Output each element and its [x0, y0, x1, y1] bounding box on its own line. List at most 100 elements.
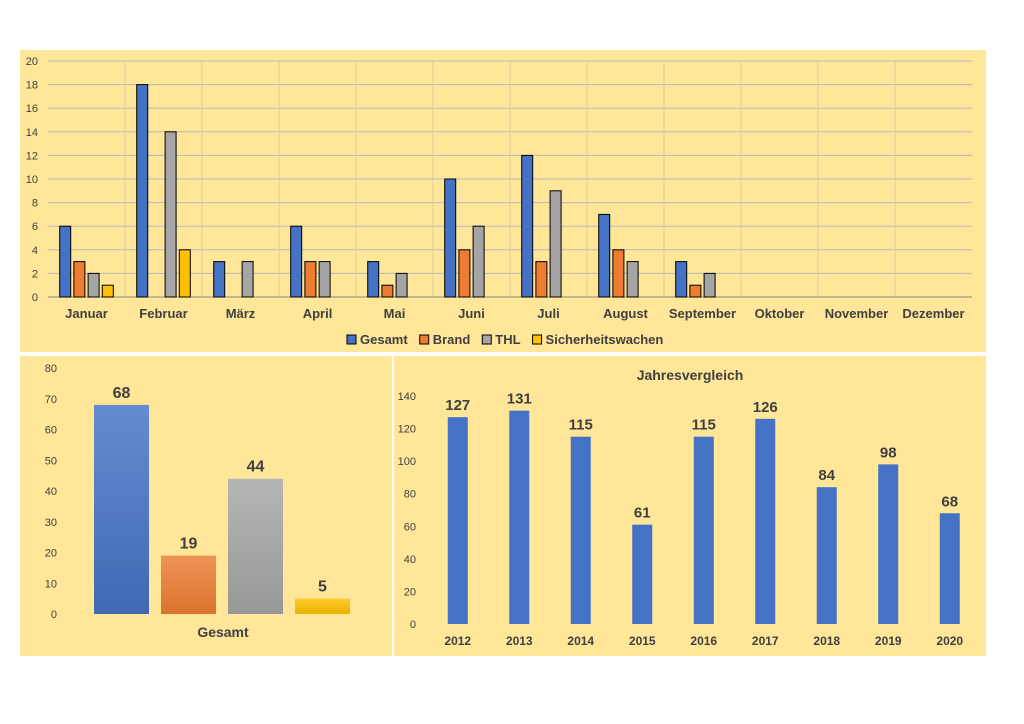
bar-year-2015 — [632, 524, 653, 624]
bar-gesamt-september — [675, 261, 688, 298]
x-tick-label: Februar — [139, 306, 187, 321]
bar-sicherheitswachen-januar — [101, 284, 114, 298]
x-tick-label: Juli — [537, 306, 559, 321]
x-tick-label: September — [669, 306, 736, 321]
y-tick-label: 0 — [51, 609, 57, 621]
y-tick-label: 50 — [45, 455, 57, 467]
y-tick-label: 60 — [45, 425, 57, 437]
data-label: 127 — [445, 397, 470, 414]
x-tick-label: März — [226, 306, 256, 321]
bar-brand-september — [689, 284, 702, 298]
data-label: 126 — [753, 399, 778, 416]
y-tick-label: 40 — [45, 486, 57, 498]
bar-total-0 — [94, 404, 149, 614]
x-tick-label: 2012 — [444, 634, 471, 648]
bar-thl-m-rz — [241, 261, 254, 298]
x-tick-label: April — [303, 306, 333, 321]
data-label: 115 — [569, 417, 593, 434]
y-tick-label: 80 — [404, 489, 416, 501]
bar-thl-september — [703, 272, 716, 298]
y-tick-label: 40 — [404, 554, 416, 566]
bar-year-2018 — [816, 487, 837, 624]
bar-thl-april — [318, 261, 331, 298]
x-tick-label: Gesamt — [197, 624, 249, 640]
y-tick-label: 16 — [26, 103, 38, 115]
bar-brand-august — [612, 249, 625, 298]
bar-year-2013 — [509, 410, 530, 624]
x-tick-label: 2019 — [875, 634, 902, 648]
data-label: 84 — [818, 467, 835, 484]
bar-thl-mai — [395, 272, 408, 298]
data-label: 5 — [318, 579, 327, 596]
legend-swatch-brand — [419, 334, 430, 345]
x-tick-label: 2015 — [629, 634, 656, 648]
legend-swatch-gesamt — [346, 334, 357, 345]
bar-year-2017 — [755, 418, 776, 624]
y-tick-label: 140 — [398, 391, 416, 403]
x-tick-label: Oktober — [755, 306, 805, 321]
bar-gesamt-august — [598, 213, 611, 298]
bar-total-3 — [295, 598, 350, 614]
x-tick-label: 2014 — [567, 634, 594, 648]
bar-brand-januar — [73, 261, 86, 298]
legend-label-thl: THL — [495, 332, 520, 347]
bar-thl-juni — [472, 225, 485, 298]
x-tick-label: Dezember — [902, 306, 964, 321]
data-label: 61 — [634, 505, 651, 522]
y-tick-label: 6 — [32, 221, 38, 233]
monthly-chart: 0 2 4 6 8 10 12 14 16 18 20 Januar Februar März April M… — [26, 56, 972, 347]
bar-year-2012 — [447, 417, 468, 624]
x-tick-label: 2013 — [506, 634, 533, 648]
bar-brand-april — [304, 261, 317, 298]
data-label: 131 — [507, 391, 532, 408]
data-label: 68 — [941, 493, 958, 510]
bar-gesamt-januar — [59, 225, 72, 298]
x-tick-label: 2016 — [690, 634, 717, 648]
bar-sicherheitswachen-februar — [178, 249, 191, 298]
x-tick-label: Mai — [384, 306, 406, 321]
yearly-chart-panel: Jahresvergleich 0 20 40 60 80 100 120 140 127 2012… — [394, 356, 986, 656]
x-tick-label: 2018 — [813, 634, 840, 648]
y-tick-label: 14 — [26, 127, 38, 139]
data-label: 68 — [113, 385, 131, 402]
chart-title: Jahresvergleich — [637, 367, 744, 383]
monthly-chart-panel: 0 2 4 6 8 10 12 14 16 18 20 Januar Februar März April M… — [20, 50, 986, 352]
bar-thl-august — [626, 261, 639, 298]
bar-total-2 — [228, 478, 283, 614]
x-tick-label: Juni — [458, 306, 485, 321]
y-tick-label: 20 — [404, 586, 416, 598]
data-label: 44 — [247, 459, 265, 476]
bar-year-2019 — [878, 464, 899, 624]
bar-year-2020 — [939, 513, 960, 624]
y-tick-label: 80 — [45, 363, 57, 375]
data-label: 115 — [692, 417, 716, 434]
total-chart-panel: 0 10 20 30 40 50 60 70 80 68 19 44 5 Gesamt — [20, 356, 392, 656]
x-tick-label: August — [603, 306, 648, 321]
bar-gesamt-juni — [444, 178, 457, 298]
legend-label-gesamt: Gesamt — [360, 332, 408, 347]
bar-gesamt-april — [290, 225, 303, 298]
bar-gesamt-februar — [136, 84, 149, 298]
x-tick-label: November — [825, 306, 889, 321]
y-tick-label: 18 — [26, 80, 38, 92]
yearly-chart: Jahresvergleich 0 20 40 60 80 100 120 140 127 2012… — [398, 367, 964, 648]
bar-brand-juli — [535, 261, 548, 298]
bar-year-2016 — [693, 436, 714, 624]
y-tick-label: 0 — [410, 619, 416, 631]
y-tick-label: 0 — [32, 292, 38, 304]
y-tick-label: 8 — [32, 198, 38, 210]
y-tick-label: 70 — [45, 394, 57, 406]
y-tick-label: 20 — [26, 56, 38, 68]
x-tick-label: Januar — [65, 306, 108, 321]
bar-thl-januar — [87, 272, 100, 298]
x-tick-label: 2017 — [752, 634, 779, 648]
y-tick-label: 4 — [32, 245, 38, 257]
legend-swatch-sicherheitswachen — [532, 334, 543, 345]
legend-swatch-thl — [481, 334, 492, 345]
bar-brand-juni — [458, 249, 471, 298]
bar-thl-februar — [164, 131, 177, 298]
bar-thl-juli — [549, 190, 562, 298]
legend-label-brand: Brand — [433, 332, 471, 347]
y-tick-label: 100 — [398, 456, 416, 468]
y-tick-label: 12 — [26, 150, 38, 162]
